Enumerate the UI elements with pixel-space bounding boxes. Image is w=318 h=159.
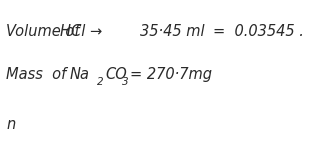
Text: Mass  of: Mass of	[6, 67, 66, 82]
Text: Volume of: Volume of	[6, 24, 80, 39]
Text: HCl →: HCl →	[60, 24, 103, 39]
Text: 3: 3	[122, 77, 129, 87]
Text: 2: 2	[97, 77, 104, 87]
Text: 35·45 ml: 35·45 ml	[140, 24, 204, 39]
Text: n: n	[6, 117, 16, 131]
Text: Na: Na	[70, 67, 90, 82]
Text: = 270·7mg: = 270·7mg	[130, 67, 212, 82]
Text: =  0.03545 .: = 0.03545 .	[213, 24, 304, 39]
Text: CO: CO	[105, 67, 127, 82]
